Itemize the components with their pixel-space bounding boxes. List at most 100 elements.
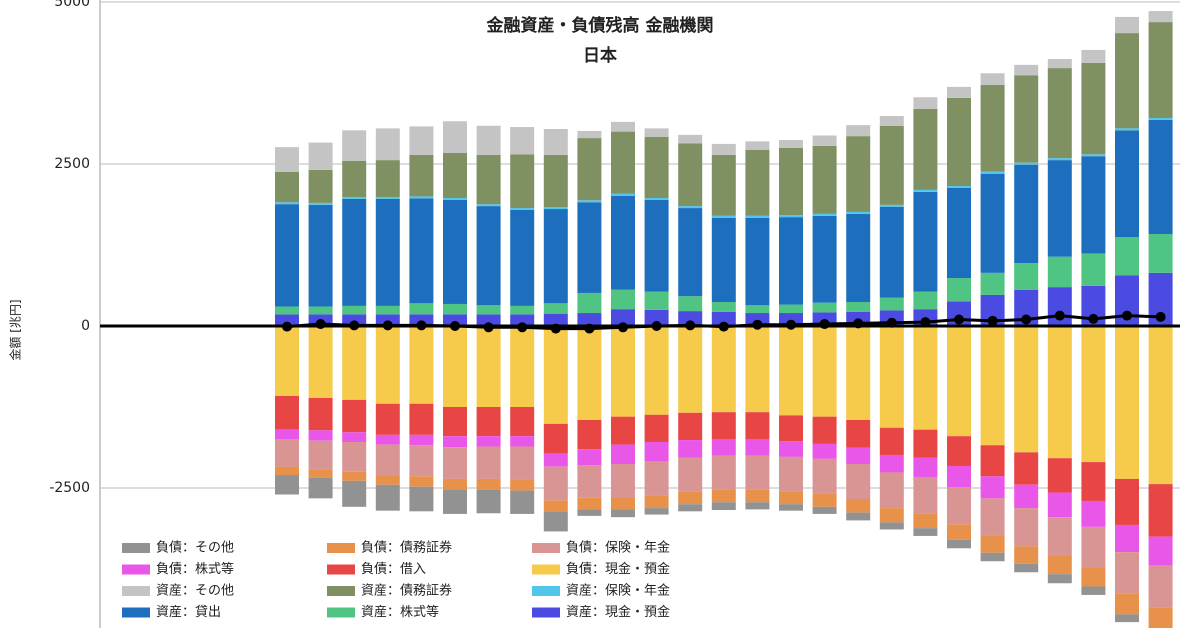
legend-label: 負債：保険・年金	[566, 540, 670, 556]
legend-swatch	[327, 564, 355, 575]
bar-segment	[1014, 164, 1039, 264]
bar-segment	[879, 427, 904, 455]
y-tick-label: 0	[81, 318, 90, 334]
bar-segment	[409, 314, 434, 326]
bar-segment	[375, 326, 400, 404]
bar-segment	[510, 314, 535, 326]
bar-segment	[644, 414, 669, 442]
bar-segment	[745, 502, 770, 510]
net-point	[382, 320, 393, 331]
bar-segment	[577, 419, 602, 450]
bar-segment	[711, 502, 736, 511]
bar-segment	[275, 395, 299, 430]
bar-segment	[342, 314, 367, 326]
bar-segment	[543, 154, 568, 208]
bar-segment	[543, 303, 568, 314]
bar-segment	[779, 441, 803, 457]
bar-segment	[1115, 16, 1139, 34]
bar-segment	[510, 407, 535, 437]
bar-segment	[1047, 574, 1072, 584]
bar-segment	[947, 524, 971, 540]
net-point	[853, 318, 864, 329]
bar-segment	[913, 326, 938, 430]
bar-segment	[711, 302, 736, 312]
bar-segment	[1081, 526, 1106, 568]
bar-segment	[846, 302, 871, 312]
bar-segment	[745, 217, 770, 306]
bar-segment	[1115, 593, 1139, 615]
bar-segment	[308, 469, 333, 478]
legend-label: 負債：現金・預金	[566, 561, 670, 577]
bar-segment	[779, 313, 803, 326]
bar-segment	[443, 198, 467, 200]
bar-segment	[375, 128, 400, 161]
legend-label: 資産：保険・年金	[566, 583, 670, 599]
bar-segment	[308, 142, 333, 170]
bar-segment	[913, 191, 938, 292]
net-point	[416, 320, 427, 331]
bar-segment	[1081, 500, 1106, 527]
bar-segment	[375, 197, 400, 199]
bar-segment	[577, 200, 602, 203]
bar-segment	[846, 447, 871, 465]
bar-segment	[913, 108, 938, 190]
bar-segment	[779, 215, 803, 218]
net-point	[349, 320, 360, 331]
bar-segment	[1047, 256, 1072, 288]
bar-segment	[846, 512, 871, 521]
bar-segment	[1115, 524, 1139, 553]
bar-segment	[779, 140, 803, 148]
bar-segment	[947, 186, 971, 188]
bar-segment	[342, 480, 367, 507]
bar-segment	[812, 493, 837, 507]
bar-segment	[611, 131, 635, 194]
bar-segment	[308, 202, 333, 205]
bar-segment	[476, 305, 501, 315]
bar-segment	[375, 475, 400, 485]
legend-swatch	[122, 543, 150, 553]
bar-segment	[577, 138, 602, 201]
bar-segment	[275, 439, 299, 467]
bar-segment	[947, 465, 971, 488]
bar-segment	[644, 441, 669, 462]
bar-segment	[980, 535, 1005, 553]
bar-segment	[308, 306, 333, 315]
bar-segment	[779, 217, 803, 305]
bar-segment	[1115, 614, 1139, 623]
bar-segment	[1148, 22, 1173, 118]
chart-subtitle: 日本	[583, 45, 617, 66]
legend-label: 負債：債務証券	[361, 540, 452, 556]
bar-segment	[1014, 563, 1039, 573]
bar-segment	[1148, 117, 1173, 120]
bar-segment	[812, 416, 837, 444]
bar-segment	[1081, 156, 1106, 254]
bar-segment	[1047, 458, 1072, 493]
bar-segment	[947, 86, 971, 98]
bar-segment	[745, 215, 770, 218]
bar-segment	[644, 128, 669, 137]
bar-segment	[846, 213, 871, 303]
bar-segment	[577, 202, 602, 293]
bar-segment	[980, 498, 1005, 536]
bar-segment	[980, 476, 1005, 499]
bar-segment	[980, 272, 1005, 295]
net-point	[282, 321, 292, 332]
bar-segment	[745, 326, 770, 413]
bar-segment	[745, 149, 770, 216]
bar-segment	[644, 309, 669, 326]
bar-segment	[476, 407, 501, 437]
bar-segment	[611, 289, 635, 310]
bar-segment	[812, 213, 837, 216]
bar-segment	[275, 314, 299, 326]
bar-segment	[1047, 59, 1072, 69]
bar-segment	[1081, 586, 1106, 595]
bar-segment	[275, 202, 299, 205]
bar-segment	[375, 403, 400, 435]
bar-segment	[476, 489, 501, 514]
bar-segment	[476, 154, 501, 205]
bar-segment	[879, 206, 904, 298]
net-point	[954, 314, 964, 325]
bar-segment	[577, 326, 602, 420]
bar-segment	[678, 504, 703, 512]
bar-segment	[644, 326, 669, 415]
